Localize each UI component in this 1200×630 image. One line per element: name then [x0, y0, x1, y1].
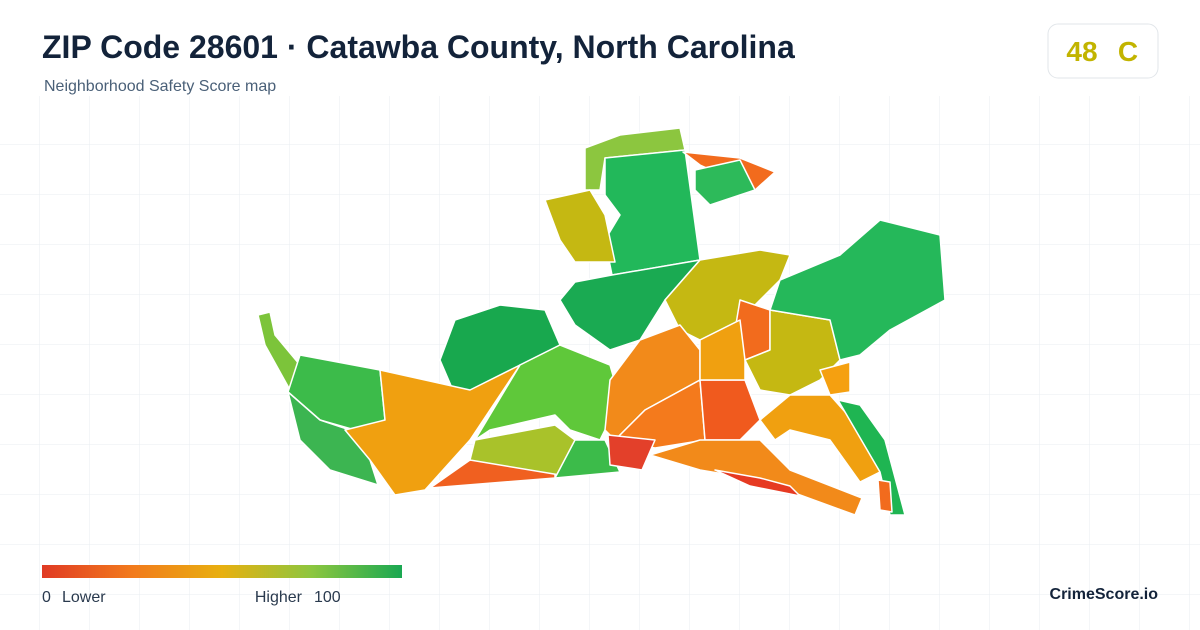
brand: CrimeScore.io	[1050, 586, 1159, 603]
map	[257, 127, 946, 516]
region	[769, 219, 946, 361]
legend-max-label: Higher	[255, 589, 303, 606]
region	[699, 319, 746, 381]
legend-gradient	[42, 565, 402, 578]
region	[819, 361, 851, 396]
region	[287, 391, 379, 486]
subtitle: Neighborhood Safety Score map	[44, 78, 276, 95]
region	[544, 189, 616, 263]
score-box	[1047, 23, 1159, 79]
region	[877, 479, 893, 513]
region	[554, 439, 621, 479]
legend-min: 0	[42, 589, 51, 606]
legend-max: 100	[314, 589, 341, 606]
legend-min-label: Lower	[62, 589, 106, 606]
title: ZIP Code 28601 · Catawba County, North C…	[42, 29, 795, 65]
region	[604, 149, 701, 276]
region	[714, 469, 801, 497]
region	[694, 159, 756, 206]
score-value: 48	[1066, 36, 1097, 67]
score-grade: C	[1118, 36, 1138, 67]
region	[607, 434, 656, 471]
region	[474, 344, 621, 441]
region	[759, 394, 881, 483]
region	[344, 364, 521, 496]
region	[664, 249, 791, 341]
